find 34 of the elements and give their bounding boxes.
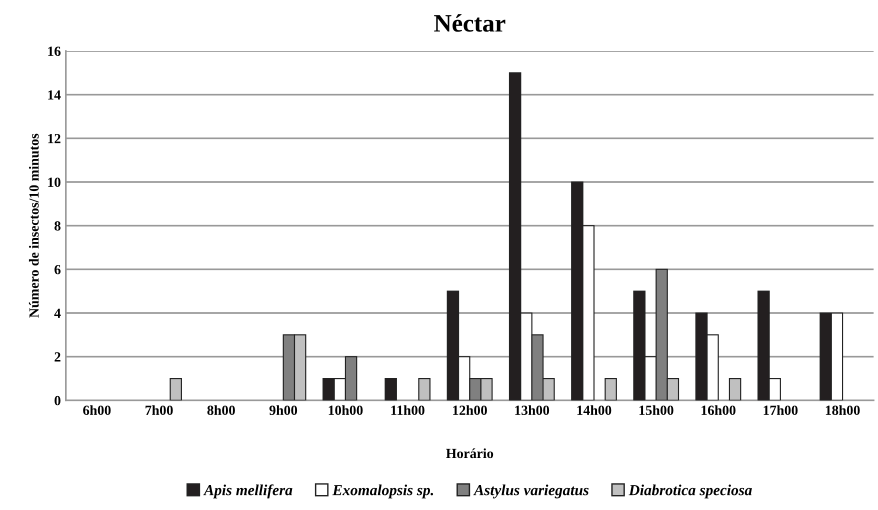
y-tick-label: 6 <box>54 264 61 274</box>
y-tick-label: 4 <box>54 308 61 318</box>
x-tick-label: 12h00 <box>453 405 487 415</box>
x-tick-label: 14h00 <box>577 405 612 415</box>
y-tick-label: 2 <box>54 352 60 362</box>
x-tick-label: 6h00 <box>83 405 111 415</box>
x-axis-title: Horário <box>446 448 494 458</box>
y-tick-label: 16 <box>48 46 61 56</box>
chart-title: Néctar <box>434 14 506 32</box>
bar <box>384 378 397 400</box>
bar <box>604 378 617 400</box>
legend-label: Astylus variegatus <box>473 484 589 498</box>
x-tick-label: 17h00 <box>764 405 798 415</box>
x-tick-label: 9h00 <box>269 405 298 415</box>
y-axis-title: Número de insectos/10 minutos <box>28 134 39 318</box>
y-tick-label: 12 <box>48 134 60 144</box>
bar <box>170 378 182 400</box>
y-tick-label: 8 <box>54 221 61 231</box>
x-tick-label: 11h00 <box>391 405 424 415</box>
x-tick-label: 16h00 <box>702 405 736 415</box>
legend-label: Exomalopsis sp. <box>332 484 434 498</box>
x-tick-label: 7h00 <box>146 405 173 415</box>
x-tick-label: 18h00 <box>826 405 860 415</box>
legend-label: Diabrotica speciosa <box>628 484 752 498</box>
x-tick-label: 10h00 <box>328 405 363 415</box>
y-tick-label: 14 <box>48 90 61 100</box>
x-tick-label: 15h00 <box>640 405 674 415</box>
bar <box>728 378 742 400</box>
bar <box>418 378 431 400</box>
legend-label: Apis mellifera <box>203 484 292 498</box>
x-tick-label: 13h00 <box>515 405 550 415</box>
x-tick-label: 8h00 <box>207 405 235 415</box>
y-tick-label: 0 <box>54 396 60 406</box>
y-tick-label: 10 <box>48 178 60 187</box>
